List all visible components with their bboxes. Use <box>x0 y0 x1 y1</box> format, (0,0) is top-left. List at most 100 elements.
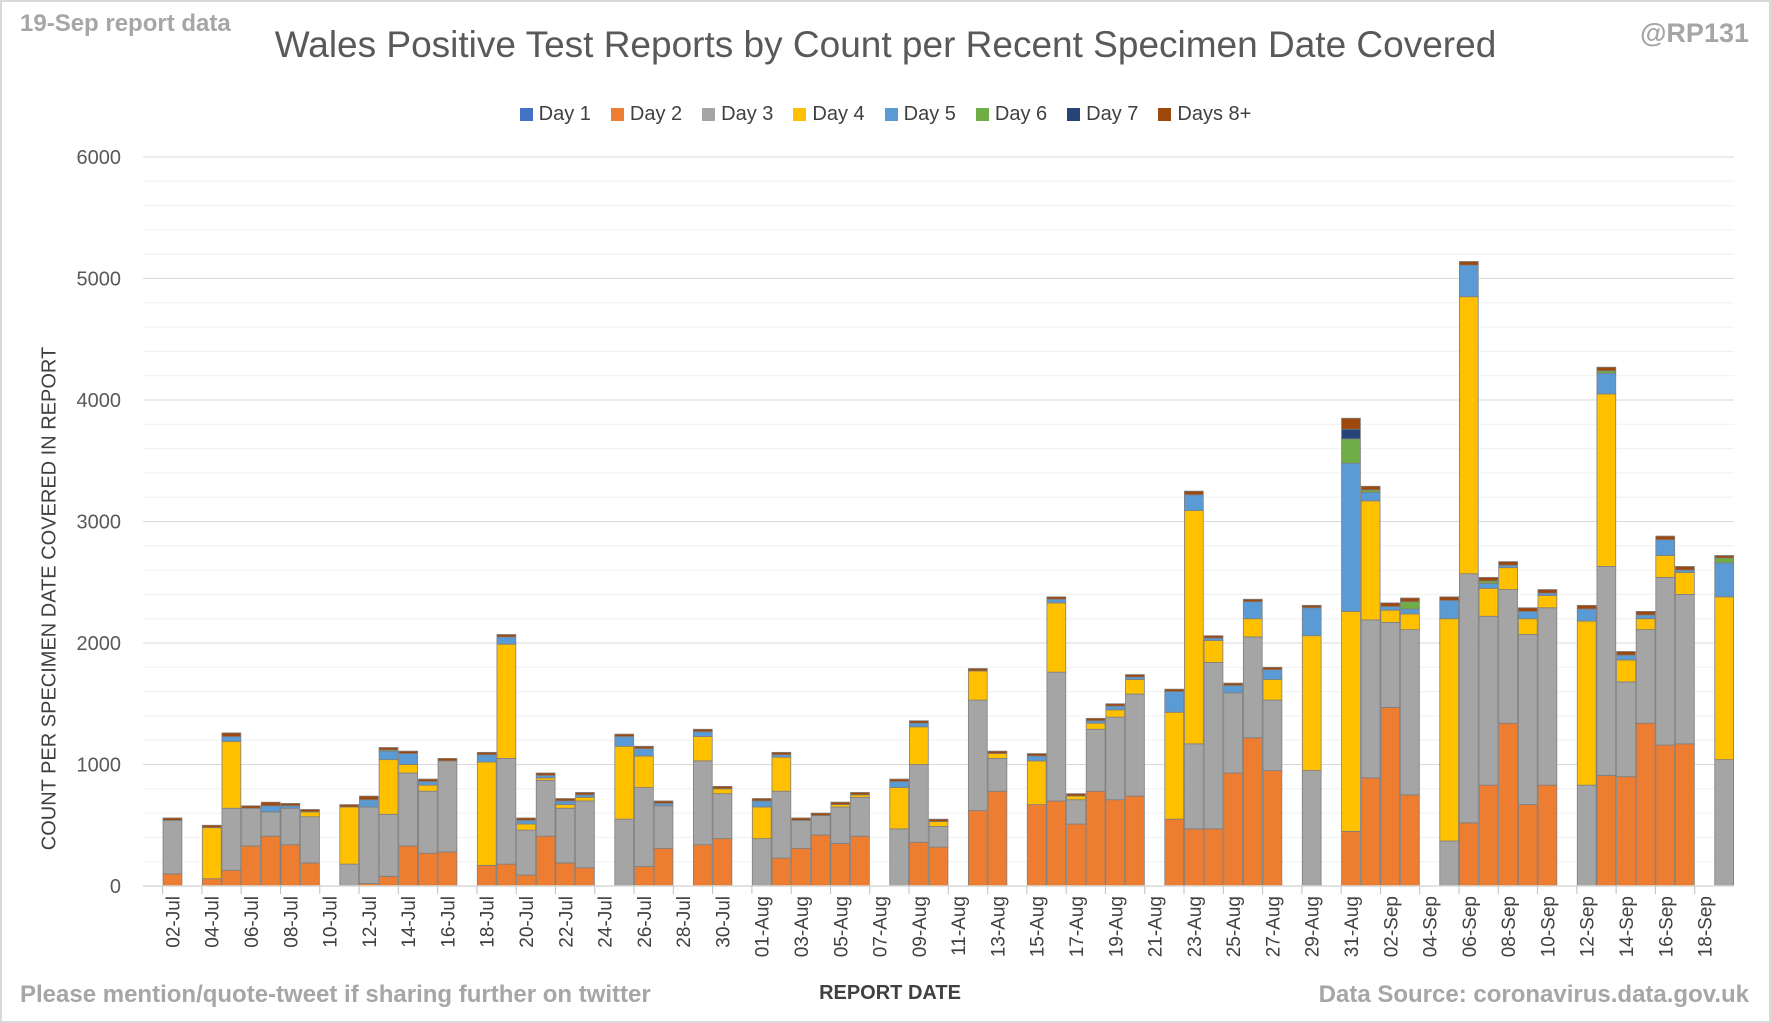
x-axis-label: REPORT DATE <box>819 982 961 1004</box>
legend-item: Day 3 <box>702 103 773 126</box>
bar-segment <box>1223 692 1243 774</box>
y-axis-label: COUNT PER SPECIMEN DATE COVERED IN REPOR… <box>38 346 61 851</box>
bar-segment <box>928 821 949 827</box>
bar-segment <box>1301 607 1322 637</box>
x-tick-label: 25-Aug <box>1224 896 1245 957</box>
bar-segment <box>614 745 635 820</box>
bar-segment <box>1380 621 1401 708</box>
bar-segment <box>1400 597 1420 603</box>
bar-segment <box>417 790 438 854</box>
bar-segment <box>987 790 1008 887</box>
bar-segment <box>967 810 988 887</box>
bar-segment <box>417 784 438 792</box>
bar-segment <box>1164 711 1185 820</box>
bar-segment <box>1066 793 1086 797</box>
bar-segment <box>967 699 988 812</box>
bar-segment <box>909 720 929 724</box>
x-tick-label: 01-Aug <box>753 896 774 957</box>
bar-segment <box>634 745 654 750</box>
bar-segment <box>1675 566 1695 571</box>
bar-segment <box>241 807 261 847</box>
bar-segment <box>1459 261 1479 266</box>
x-tick-label: 18-Jul <box>478 896 499 948</box>
legend-label: Day 4 <box>812 103 865 125</box>
bar-segment <box>1635 722 1656 887</box>
bar-segment <box>555 804 576 809</box>
bar-segment <box>967 668 988 672</box>
bar-segment <box>771 857 792 887</box>
bar-segment <box>751 798 772 802</box>
bar-segment <box>653 847 674 887</box>
y-tick-label: 1000 <box>77 755 122 777</box>
bar-segment <box>692 760 713 846</box>
legend-swatch <box>702 108 716 121</box>
bar-segment <box>516 874 536 887</box>
bar-segment <box>830 806 851 844</box>
bar-segment <box>1596 775 1617 887</box>
bar-segment <box>712 793 733 840</box>
bar-segment <box>634 866 654 887</box>
bar-segment <box>1360 500 1381 621</box>
bar-segment <box>1026 760 1047 805</box>
bar-segment <box>1203 635 1224 639</box>
bar-segment <box>359 806 379 884</box>
x-tick-label: 10-Sep <box>1538 896 1559 957</box>
bar-segment <box>1360 491 1381 502</box>
bar-segment <box>1341 462 1361 612</box>
bar-segment <box>1105 705 1126 711</box>
x-tick-label: 29-Aug <box>1303 896 1324 957</box>
bar-segment <box>162 817 183 821</box>
bar-segment <box>1576 784 1597 887</box>
bar-segment <box>359 795 379 801</box>
bar-segment <box>1164 691 1185 713</box>
bar-segment <box>653 800 674 804</box>
bar-segment <box>987 758 1008 792</box>
bar-segment <box>476 754 497 763</box>
bar-segment <box>1400 608 1420 615</box>
bar-segment <box>850 792 870 796</box>
bar-segment <box>1596 566 1617 776</box>
bar-segment <box>1439 596 1460 601</box>
bar-segment <box>1459 296 1479 575</box>
x-tick-label: 31-Aug <box>1342 896 1363 957</box>
bar-segment <box>555 807 576 864</box>
bar-segment <box>1635 629 1656 724</box>
bar-segment <box>1517 618 1538 635</box>
bar-segment <box>1046 596 1067 600</box>
bar-segment <box>1203 640 1224 663</box>
bar-segment <box>810 812 831 816</box>
bar-segment <box>575 867 595 887</box>
bar-segment <box>1184 743 1204 830</box>
bar-segment <box>928 846 949 887</box>
legend-swatch <box>793 108 807 121</box>
legend-swatch <box>1158 108 1172 121</box>
bar-segment <box>1046 671 1067 802</box>
bar-segment <box>692 731 713 737</box>
bar-segment <box>339 806 360 865</box>
bar-segment <box>909 764 929 843</box>
bar-segment <box>712 788 733 795</box>
bar-segment <box>1262 669 1283 680</box>
bar-segment <box>1675 572 1695 595</box>
bar-segment <box>437 760 458 853</box>
bar-segment <box>201 824 222 829</box>
bar-segment <box>1400 613 1420 631</box>
x-tick-label: 16-Jul <box>439 896 460 948</box>
bar-segment <box>221 741 242 809</box>
bar-segment <box>1046 598 1067 604</box>
bar-segment <box>162 819 183 875</box>
bar-segment <box>300 811 320 818</box>
bar-segment <box>378 875 399 887</box>
bar-segment <box>1675 743 1695 887</box>
bar-segment <box>1459 573 1479 824</box>
legend-item: Day 1 <box>519 103 591 126</box>
bar-segment <box>1517 611 1538 620</box>
bar-segment <box>1341 611 1361 832</box>
bar-segment <box>1301 770 1322 887</box>
bar-segment <box>535 779 556 837</box>
bar-segment <box>791 847 811 887</box>
bar-segment <box>1242 598 1263 603</box>
legend-label: Day 1 <box>538 103 591 125</box>
bar-segment <box>634 748 654 757</box>
x-tick-label: 09-Aug <box>910 896 931 957</box>
